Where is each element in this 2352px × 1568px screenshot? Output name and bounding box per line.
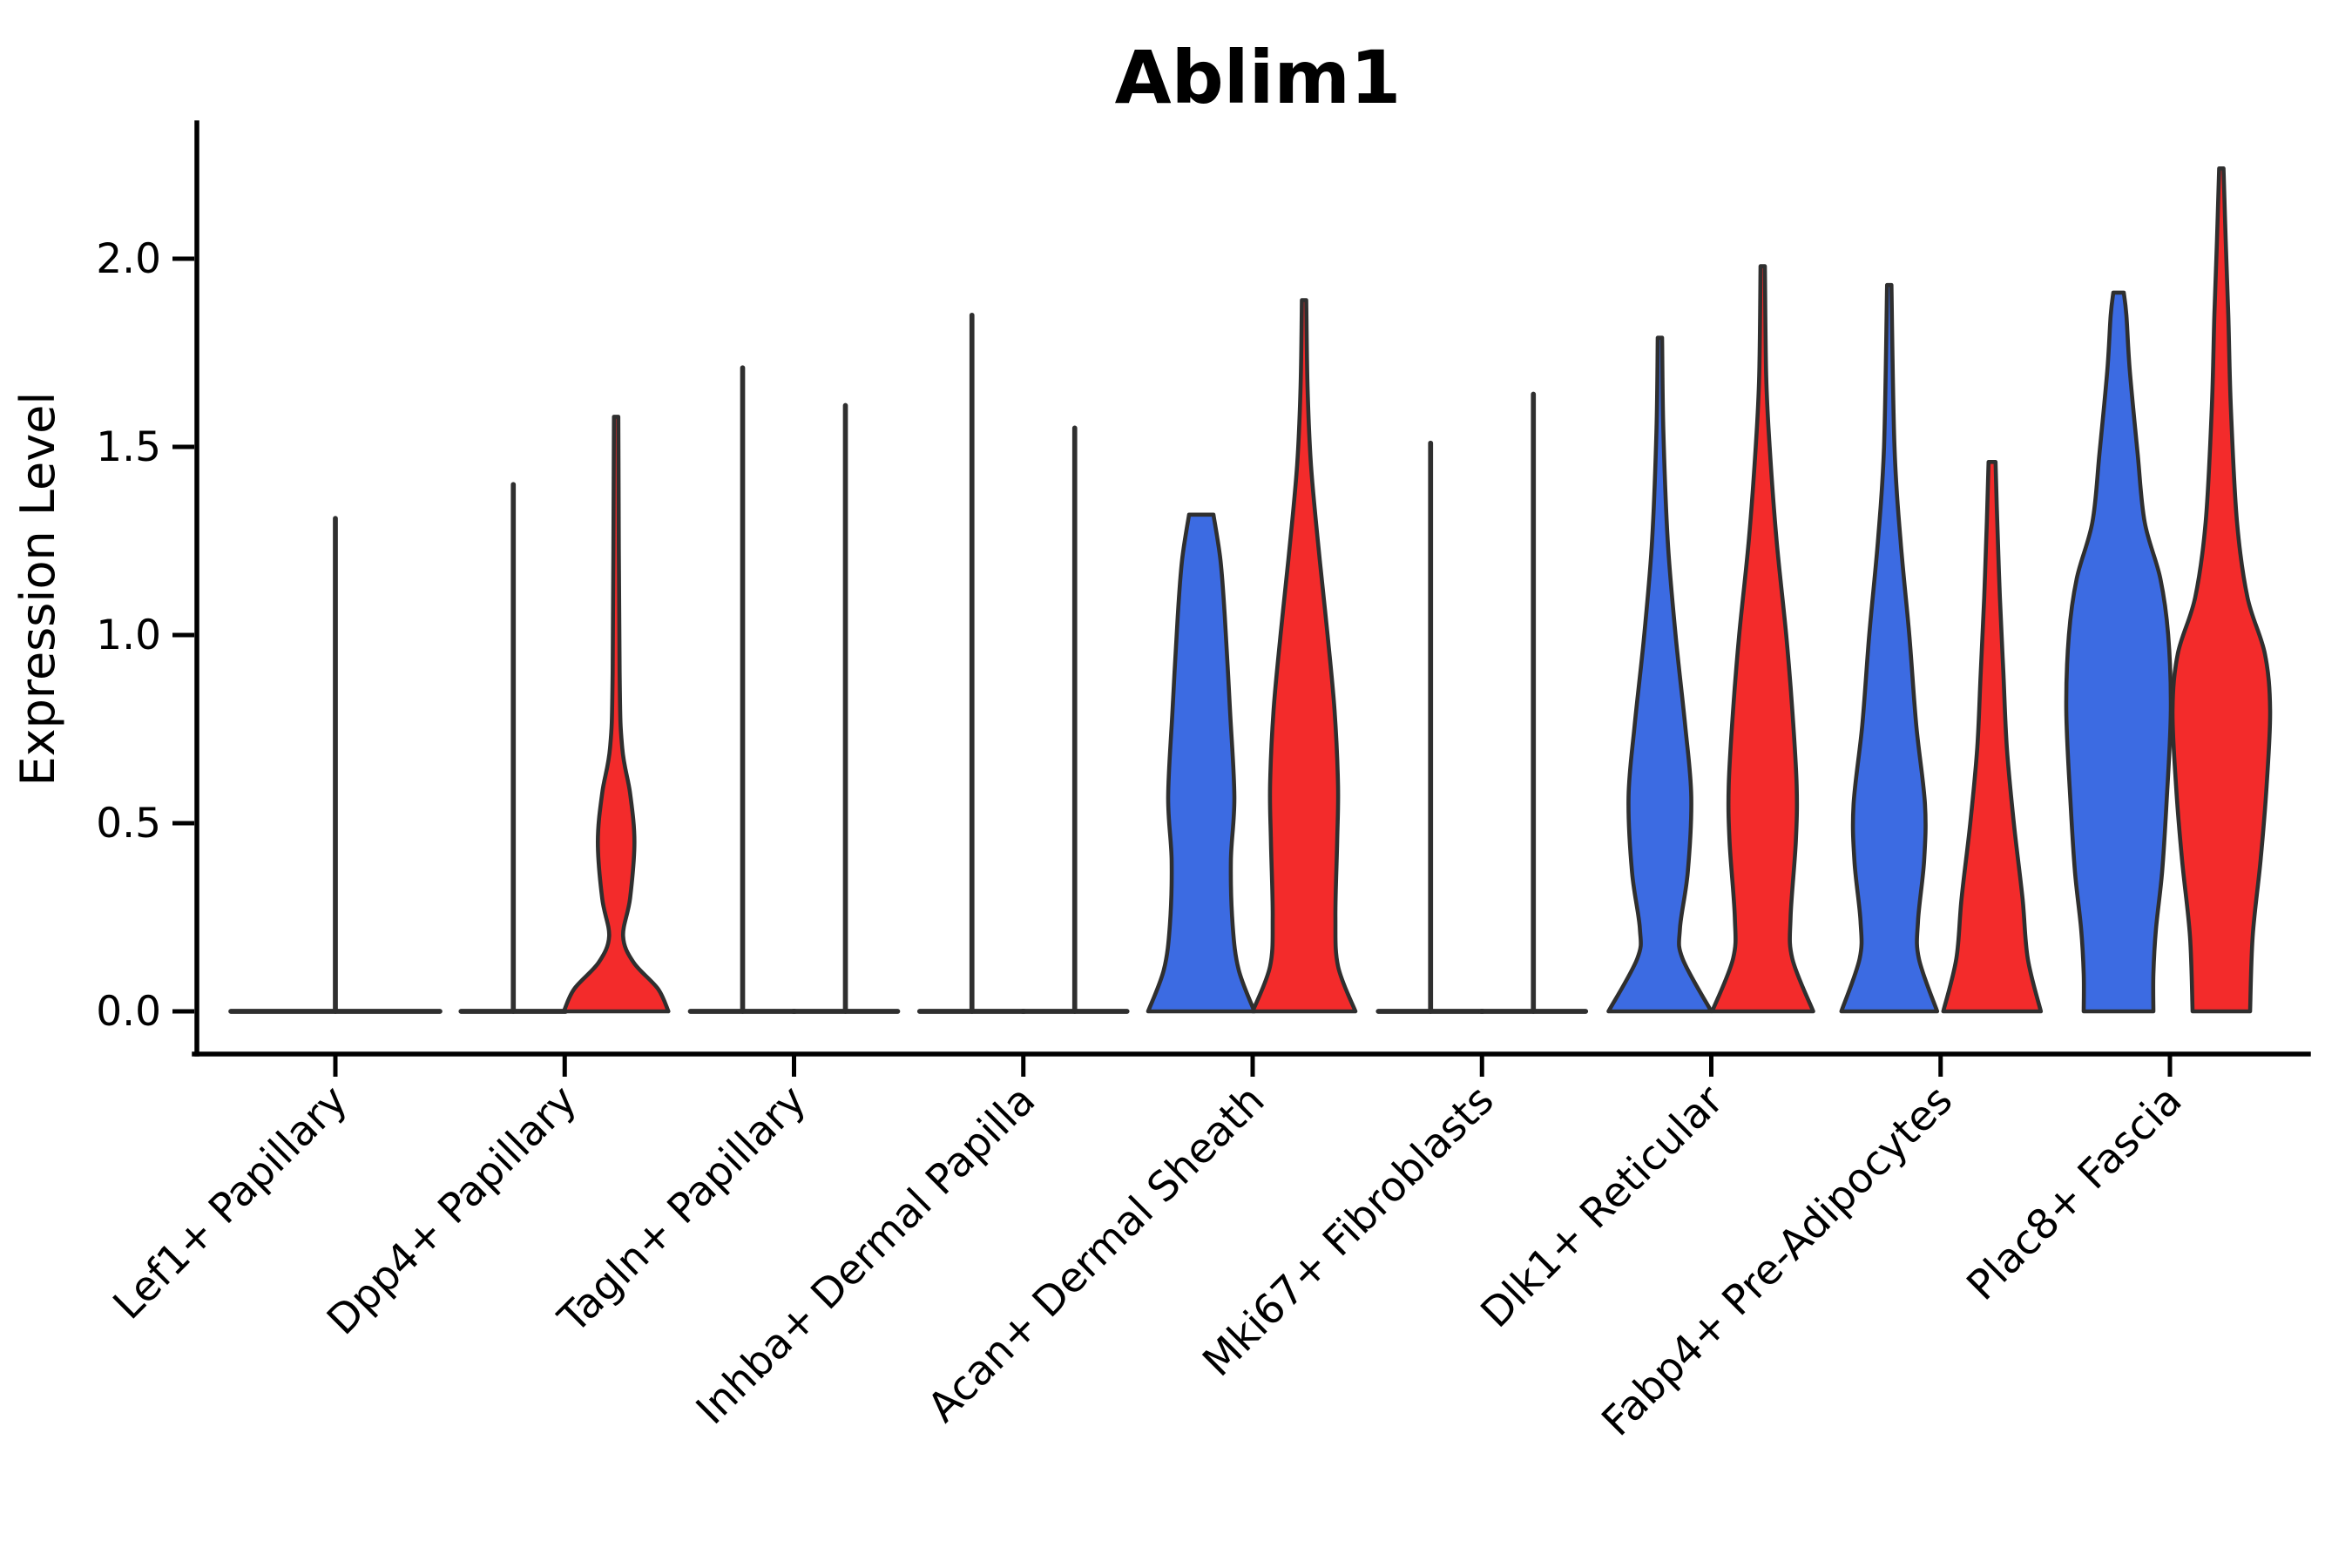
- violin-dpp4-papillary-left: [458, 482, 569, 1014]
- x-tick-label-dpp4-papillary: Dpp4+ Papillary: [318, 1077, 586, 1345]
- violin-acan-dermal-sheath-right: [1250, 298, 1358, 1014]
- y-axis-label: Expression Level: [10, 392, 65, 787]
- violin-dlk1-reticular-right: [1710, 264, 1815, 1014]
- y-tick-label: 1.5: [96, 423, 161, 471]
- violin-fabp4-pre-adipocytes-left: [1839, 282, 1940, 1014]
- violin-mki67-fibroblasts-right: [1478, 391, 1589, 1014]
- violin-mki67-fibroblasts-left: [1375, 440, 1486, 1014]
- violin-tagln-papillary-right: [790, 402, 901, 1014]
- violin-dpp4-papillary-right: [562, 415, 671, 1014]
- violin-inhba-dermal-papilla-right: [1019, 425, 1130, 1014]
- y-tick-label: 1.0: [96, 612, 161, 659]
- y-tick-label: 0.0: [96, 988, 161, 1036]
- violin-acan-dermal-sheath-left: [1146, 512, 1257, 1014]
- violin-plac8-fascia-left: [2064, 290, 2173, 1014]
- violin-plac8-fascia-right: [2170, 166, 2273, 1014]
- x-tick-label-plac8-fascia: Plac8+ Fascia: [1958, 1077, 2192, 1310]
- y-tick-label: 2.0: [96, 235, 161, 283]
- violin-inhba-dermal-papilla-left: [916, 312, 1027, 1014]
- violin-tagln-papillary-left: [687, 365, 798, 1014]
- chart-title: Ablim1: [1115, 35, 1402, 120]
- violin-fabp4-pre-adipocytes-right: [1941, 460, 2044, 1014]
- violin-dlk1-reticular-left: [1606, 335, 1713, 1014]
- violins-layer: [228, 166, 2273, 1014]
- y-tick-label: 0.5: [96, 800, 161, 848]
- x-tick-label-dlk1-reticular: Dlk1+ Reticular: [1472, 1076, 1734, 1337]
- y-ticks: 0.0 0.5 1.0 1.5 2.0: [96, 235, 194, 1036]
- x-tick-label-tagln-papillary: Tagln+ Papillary: [549, 1077, 815, 1343]
- x-tick-label-lef1-papillary: Lef1+ Papillary: [105, 1077, 357, 1329]
- violin-lef1-papillary-center: [228, 516, 443, 1014]
